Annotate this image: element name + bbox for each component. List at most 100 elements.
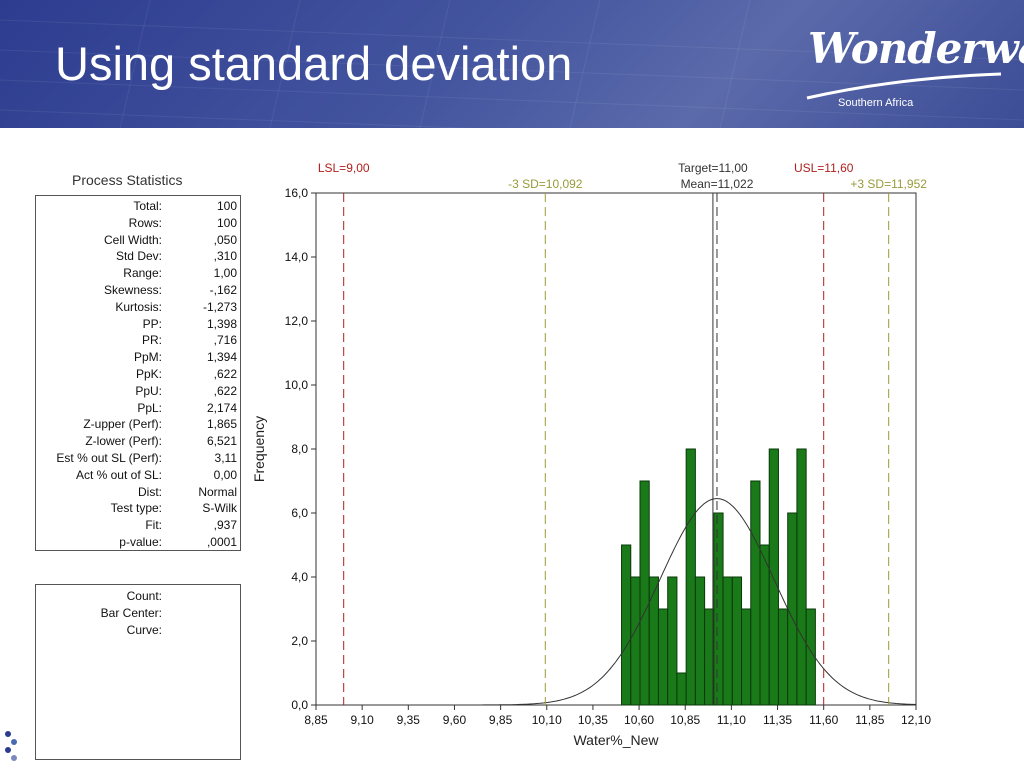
stat-value: 1,00 [213,266,237,281]
stat-value: ,310 [213,249,237,264]
stat-label: PpU: [135,383,162,398]
stat-label: Est % out SL (Perf): [56,451,162,465]
histogram-bar [805,608,816,706]
stat-value: S-Wilk [202,501,237,516]
histogram-bar [621,544,632,706]
stat-label: Total: [133,199,162,213]
stat-label: Range: [123,266,162,281]
histogram-bar [676,672,687,706]
header-building-pattern [0,0,1024,128]
histogram-bar [796,448,807,706]
stat-label: PpK: [135,367,162,381]
reference-label-minus-3sd: -3 SD=10,092 [508,177,583,191]
stat-value: ,622 [213,367,237,381]
stat-label: PpL: [137,400,162,415]
histogram-bar [657,608,669,706]
histogram-bar [639,480,650,706]
stat-label: Std Dev: [115,249,162,264]
stat-label: Z-upper (Perf): [83,417,162,432]
info-label: Curve: [126,623,162,637]
y-tick-label: 12,0 [285,314,309,328]
histogram-bar [731,576,743,706]
stat-value: 1,394 [206,350,237,365]
x-tick-label: 8,85 [304,713,328,727]
x-tick-label: 9,10 [350,713,374,727]
stat-value: Normal [198,484,237,499]
reference-label-USL: USL=11,60 [794,161,854,175]
stat-label: Fit: [145,518,162,533]
x-tick-label: 10,35 [578,713,608,727]
stat-label: Test type: [110,501,162,516]
stat-label: Z-lower (Perf): [85,434,162,449]
stat-value: ,0001 [206,535,237,549]
histogram-bar [694,576,706,706]
x-tick-label: 10,85 [670,713,700,727]
slide-header: Using standard deviation Wonderware Sout… [0,0,1024,128]
histogram-bar [713,512,724,706]
stat-value: 0,00 [213,467,237,482]
stat-label: Kurtosis: [115,299,162,314]
y-tick-label: 2,0 [291,634,308,648]
x-tick-label: 11,85 [855,713,884,727]
stat-label: Cell Width: [103,232,162,247]
histogram-bar [750,480,761,706]
stat-label: p-value: [119,535,162,549]
info-label: Count: [126,589,162,603]
x-tick-label: 11,60 [809,713,838,727]
bar-info-panel: Count: Bar Center: Curve: [35,584,241,760]
x-tick-label: 9,35 [397,713,421,727]
y-tick-label: 0,0 [291,698,308,712]
stat-value: ,050 [213,232,237,247]
histogram-bar [759,544,770,706]
x-tick-label: 11,10 [717,713,746,727]
reference-label-mean: Mean=11,022 [681,177,754,191]
company-logo: Wonderware [808,24,1024,73]
stat-label: PR: [141,333,162,348]
reference-label-LSL: LSL=9,00 [318,161,370,175]
stat-label: PpM: [133,350,162,365]
x-tick-label: 9,60 [443,713,467,727]
histogram-bar [777,608,789,706]
histogram-bar [768,448,779,706]
y-tick-label: 16,0 [285,186,309,200]
plot-area [315,192,917,706]
stat-value: ,716 [213,333,237,348]
histogram-bar [722,576,733,706]
histogram-bar [630,576,641,706]
stat-value: -1,273 [202,299,237,314]
logo-subtitle: Southern Africa [838,97,914,109]
stat-label: PP: [142,316,162,331]
x-axis-label: Water%_New [573,732,659,748]
stat-value: 1,398 [206,316,237,331]
x-tick-label: 12,10 [901,713,931,727]
stat-value: 100 [216,199,237,213]
y-tick-label: 8,0 [291,442,308,456]
stat-label: Act % out of SL: [75,467,162,482]
stat-value: ,937 [213,518,237,533]
histogram-bar [704,608,715,706]
stat-value: 100 [216,215,237,230]
stat-value: 3,11 [214,451,237,465]
page-title: Using standard deviation [55,37,573,90]
y-tick-label: 10,0 [285,378,309,392]
stat-value: 6,521 [206,434,237,449]
x-tick-label: 10,60 [624,713,654,727]
x-tick-label: 10,10 [532,713,562,727]
stat-label: Skewness: [103,283,162,297]
y-tick-label: 6,0 [291,506,308,520]
process-statistics-panel: Total: 100 Rows: 100 Cell Width: ,050 Std Dev:… [35,195,241,551]
stat-label: Dist: [138,484,162,499]
logo-swoosh-icon [806,72,1002,100]
stat-value: -,162 [209,283,237,297]
x-tick-label: 11,35 [763,713,792,727]
histogram-bar [787,512,798,706]
normal-curve [316,498,917,706]
stat-value: ,622 [213,383,237,398]
reference-label-target: Target=11,00 [678,161,748,175]
histogram-bar [667,576,678,706]
molecule-icon [5,731,17,761]
y-tick-label: 14,0 [285,250,309,264]
stat-value: 2,174 [206,400,237,415]
histogram-bar [741,608,752,706]
histogram-bar [648,576,659,706]
